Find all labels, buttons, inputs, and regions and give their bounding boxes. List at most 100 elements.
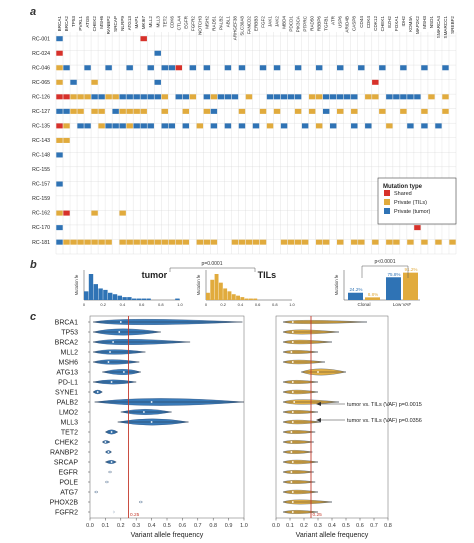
gene-label-pvrl1: PVRL1	[78, 16, 83, 31]
violin-median-point	[290, 471, 293, 473]
heatmap-cell-tumor	[280, 123, 288, 129]
gene-label-egfr: EGFR	[183, 15, 188, 28]
heatmap-cell-tumor	[252, 123, 260, 129]
violin-median-point	[150, 421, 153, 423]
gene-label-tet2: TET2	[162, 16, 167, 28]
heatmap-cell-tils	[140, 108, 147, 114]
clonal-vs-lowvaf-bars: Mutation fe 24.2% 8.8% Clonal 75.8% 91.2% Low …	[334, 267, 420, 307]
pct-data-label: 91.2%	[404, 267, 417, 272]
violin-gene-label: MSH6	[59, 360, 79, 367]
heatmap-cell-tils	[196, 239, 204, 245]
heatmap-cell-tumor	[56, 36, 63, 42]
x-tick-label: 0.3	[132, 523, 140, 529]
heatmap-cell-tumor	[147, 65, 154, 71]
heatmap-cell-tumor	[351, 94, 358, 100]
violin-median-point	[150, 401, 153, 403]
heatmap-cell-tumor	[154, 79, 161, 85]
gene-label-msh6: MSH6	[99, 16, 104, 29]
heatmap-cell-shared	[414, 225, 421, 231]
legend-swatch-tils	[384, 199, 390, 205]
heatmap-cell-tils	[91, 239, 98, 245]
histogram-bar	[223, 288, 228, 300]
heatmap-cell-tumor	[210, 123, 218, 129]
pvalue-bracket-right: p<0.0001	[361, 259, 409, 278]
heatmap-cell-tils	[105, 94, 112, 100]
heatmap-cell-tumor	[224, 65, 232, 71]
heatmap-cell-tumor	[393, 94, 400, 100]
heatmap-cell-tumor	[301, 123, 309, 129]
heatmap-cell-tumor	[435, 123, 442, 129]
violin-median-point	[290, 431, 293, 433]
heatmap-cell-tils	[56, 79, 63, 85]
heatmap-cell-tils	[189, 94, 197, 100]
heatmap-cell-tils	[442, 94, 449, 100]
panel-b-label: b	[30, 259, 37, 271]
heatmap-cell-tils	[98, 123, 105, 129]
violin-gene-label: EGFR	[59, 470, 78, 477]
heatmap-cell-tumor	[329, 94, 337, 100]
violin-plot-tumor: 0.0 0.1 0.2 0.3 0.4 0.5 0.6 0.7 0.8 0.9 1.0 Variant…	[86, 315, 248, 539]
x-tick-label: 0.0	[86, 523, 94, 529]
plot-frame	[275, 315, 389, 519]
violin-gene-label: RANBP2	[50, 450, 78, 457]
heatmap-cell-tumor	[126, 65, 133, 71]
violin-gene-label: BRCA1	[55, 320, 78, 327]
heatmap-cell-tumor	[407, 94, 414, 100]
gene-label-msh2: MSH2	[204, 16, 209, 29]
heatmap-cell-tumor	[189, 65, 197, 71]
heatmap-cell-tils	[91, 108, 98, 114]
heatmap-cell-tils	[126, 108, 133, 114]
heatmap-cell-tils	[70, 108, 77, 114]
violin-median-point	[290, 451, 293, 453]
heatmap-cell-tils	[63, 123, 70, 129]
heatmap-cell-tils	[161, 108, 168, 114]
heatmap-cell-tils	[119, 210, 126, 216]
x-tick-label: 0.2	[100, 302, 106, 307]
x-tick-label: 0	[205, 302, 208, 307]
x-tick-label: 0.4	[328, 523, 336, 529]
heatmap-cell-tils	[308, 94, 316, 100]
histogram-bar	[127, 297, 132, 300]
heatmap-cell-tils	[175, 239, 183, 245]
gene-label-atg5: ATG5	[85, 16, 90, 28]
category-label: Low VAF	[393, 302, 411, 307]
violin-gene-label: BRCA2	[55, 340, 78, 347]
heatmap-cell-tumor	[294, 65, 302, 71]
violin-gene-label: TP53	[61, 330, 78, 337]
heatmap-cell-tumor	[386, 94, 393, 100]
heatmap-cell-shared	[140, 36, 147, 42]
heatmap-cell-tils	[231, 239, 239, 245]
heatmap-cell-tumor	[161, 65, 168, 71]
legend-swatch-tumor	[384, 208, 390, 214]
heatmap-cell-tils	[294, 108, 302, 114]
gene-label-rbbp6: RBBP6	[317, 16, 322, 32]
heatmap-cell-tils	[421, 239, 428, 245]
heatmap-cell-tils	[126, 123, 133, 129]
x-tick-label: 0.2	[117, 523, 125, 529]
heatmap-cell-tils	[315, 123, 323, 129]
heatmap-cell-tumor	[231, 94, 239, 100]
heatmap-cell-tumor	[105, 65, 112, 71]
gene-label-foxa1: FOXA1	[394, 16, 399, 32]
heatmap-cell-tils	[77, 94, 84, 100]
arrow-annotation-2: tumor vs. TILs (VAF) p=0.0356	[316, 418, 422, 424]
pct-bar-tumor	[348, 292, 363, 300]
heatmap-cell-tils	[105, 239, 112, 245]
heatmap-cell-tils	[386, 239, 393, 245]
heatmap-cell-tumor	[84, 123, 91, 129]
violin-median-point	[291, 341, 294, 343]
gene-label-cdk6: CDK6	[169, 16, 174, 29]
x-tick-label: 0.8	[384, 523, 392, 529]
heatmap-cell-tils	[259, 239, 267, 245]
heatmap-cell-tils	[126, 239, 133, 245]
heatmap-cell-tils	[56, 65, 63, 71]
heatmap-cell-tils	[372, 239, 379, 245]
histogram-bar	[244, 298, 249, 300]
vaf-histograms: 0 0.2 0.4 0.6 0.8 1.0 Mutation fe tumor 0 0.2 0.4…	[74, 259, 420, 307]
gene-label-map2k2: MAP2K2	[415, 16, 420, 35]
heatmap-cell-tumor	[182, 123, 190, 129]
violin-median-point	[290, 441, 293, 443]
heatmap-cell-tils	[407, 239, 414, 245]
violin-gene-label: LMO2	[59, 410, 78, 417]
heatmap-cell-tils	[308, 108, 316, 114]
